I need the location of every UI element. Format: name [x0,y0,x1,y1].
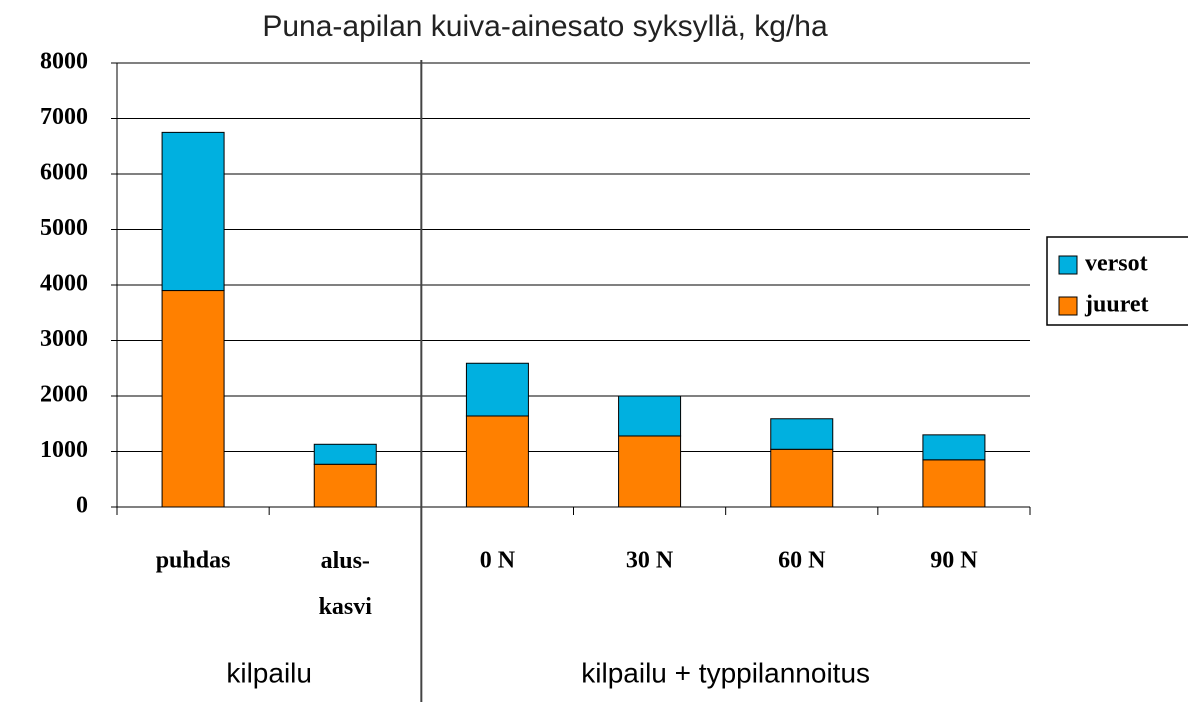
bar-segment [770,418,834,450]
legend-swatch [1058,255,1078,275]
bar-segment [161,290,225,508]
bar-segment [922,434,986,461]
x-tick-label: puhdas [156,548,231,574]
bar-segment [465,362,529,417]
bar-segment [922,459,986,508]
y-tick-label: 4000 [40,271,88,297]
bar-segment [770,448,834,508]
legend-box [1046,236,1188,326]
group-label: kilpailu + typpilannoitus [581,657,870,688]
y-tick-label: 1000 [40,437,88,463]
y-tick-label: 3000 [40,326,88,352]
y-tick-label: 2000 [40,382,88,408]
y-tick-label: 5000 [40,215,88,241]
x-tick-label: 0 N [480,548,516,574]
bar-segment [161,131,225,292]
legend-label: juuret [1084,292,1149,318]
x-tick-label: 60 N [778,548,826,574]
bar-segment [618,435,682,508]
bar-segment [465,415,529,508]
x-tick-label: alus-kasvi [319,548,373,620]
x-tick-label: 30 N [626,548,674,574]
y-tick-label: 6000 [40,160,88,186]
group-label: kilpailu [226,657,312,688]
x-tick-label: 90 N [930,548,978,574]
legend-swatch [1058,296,1078,316]
legend-label: versot [1085,251,1148,277]
chart-title: Puna-apilan kuiva-ainesato syksyllä, kg/… [262,10,828,43]
y-tick-label: 7000 [40,104,88,130]
bar-segment [313,443,377,465]
bar-segment [618,395,682,437]
y-tick-label: 0 [76,493,88,519]
y-tick-label: 8000 [40,49,88,75]
bar-segment [313,463,377,508]
